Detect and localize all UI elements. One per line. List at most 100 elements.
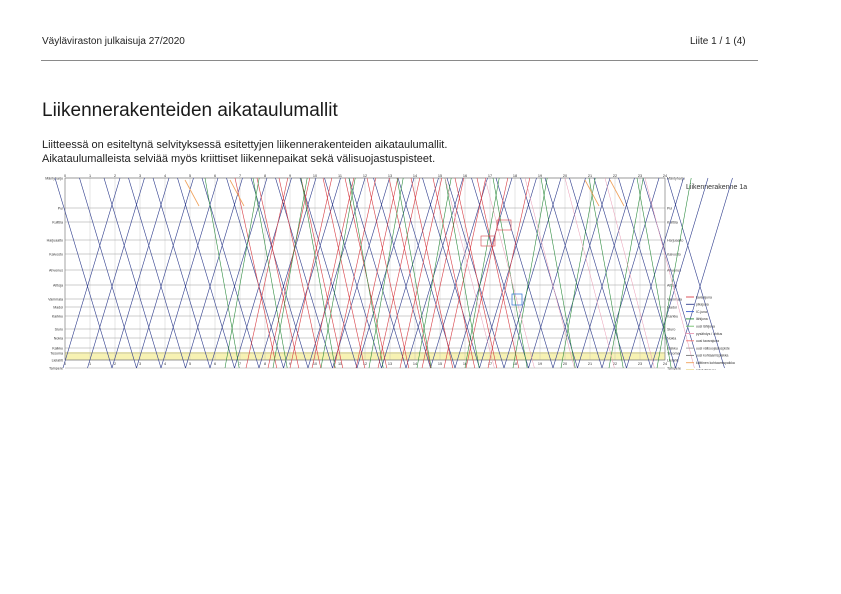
train-path-blue	[422, 177, 480, 369]
station-label-left: Vammala	[48, 298, 63, 302]
train-path-green	[464, 177, 500, 369]
train-path-blue	[503, 177, 562, 369]
hour-label-top: 8	[264, 174, 266, 178]
train-path-blue	[234, 177, 292, 369]
train-path-blue	[618, 177, 676, 369]
hour-label-bottom: 11	[338, 362, 342, 366]
train-path-red	[344, 177, 388, 369]
train-path-blue	[185, 177, 243, 369]
train-path-green	[300, 177, 336, 369]
hour-label-top: 10	[313, 174, 317, 178]
hour-label-bottom: 5	[189, 362, 191, 366]
hour-label-top: 13	[388, 174, 392, 178]
train-path-red	[278, 177, 322, 369]
train-path-blue	[348, 177, 407, 369]
station-label-left: Siuro	[55, 328, 63, 332]
train-path-red	[421, 177, 465, 369]
station-label-left: Lielahti	[52, 359, 64, 363]
train-path-blue	[332, 177, 390, 369]
station-label-left: Harjuaalto	[47, 239, 63, 243]
train-path-green	[636, 177, 672, 369]
hour-label-bottom: 23	[638, 362, 642, 366]
legend-label: uusi tavarajuna	[696, 339, 719, 343]
hour-label-bottom: 18	[513, 362, 517, 366]
station-label-right: Madoi	[667, 306, 677, 310]
legend-label: ratatyöikkuna	[696, 368, 716, 370]
legend-label: pysähdys / ohitus	[696, 332, 723, 336]
station-label-left: Tesoma	[50, 352, 63, 356]
train-path-blue	[103, 177, 162, 369]
train-path-green	[272, 177, 308, 369]
station-label-right: Kalkku	[667, 347, 678, 351]
train-path-blue	[87, 177, 145, 369]
train-path-pink	[604, 177, 655, 369]
train-path-blue	[405, 177, 464, 369]
hour-label-bottom: 3	[139, 362, 141, 366]
hour-label-top: 5	[189, 174, 191, 178]
station-label-left: Kuittila	[52, 221, 63, 225]
train-path-blue	[471, 177, 529, 369]
station-label-right: Karkku	[667, 315, 678, 319]
legend-label: tavarajuna	[696, 295, 712, 299]
hour-label-top: 2	[114, 174, 116, 178]
train-path-blue	[675, 177, 733, 369]
hour-label-bottom: 16	[463, 362, 467, 366]
train-path-red	[234, 177, 278, 369]
train-path-green	[608, 177, 644, 369]
train-path-blue	[552, 177, 611, 369]
hour-label-top: 4	[164, 174, 166, 178]
highlight-box-blue	[511, 293, 523, 306]
intro-text: Liitteessä on esiteltynä selvityksessä e…	[42, 139, 447, 166]
hour-label-top: 12	[363, 174, 367, 178]
train-path-red	[388, 177, 432, 369]
train-path-red	[366, 177, 410, 369]
hour-label-top: 1	[89, 174, 91, 178]
train-path-blue	[54, 177, 113, 369]
train-path-blue	[62, 177, 121, 369]
page-reference: Liite 1 / 1 (4)	[690, 36, 746, 47]
station-label-left: Tampere	[49, 367, 63, 371]
legend-label: uusi kohtaamispaikka	[696, 354, 729, 358]
train-path-red	[432, 177, 476, 369]
publication-name: Väyläviraston julkaisuja 27/2020	[42, 36, 185, 47]
train-path-blue	[136, 177, 194, 369]
train-path-red	[476, 177, 520, 369]
station-label-right: Ahvenus	[667, 269, 681, 273]
hour-label-bottom: 22	[613, 362, 617, 366]
timetable-graph: Mäntyharju Mäntyharju Pui Pui Kuittila Kuitti…	[45, 174, 735, 371]
intro-line-2: Aikataulumalleista selviää myös kriittis…	[42, 152, 436, 165]
hour-label-top: 24	[663, 174, 667, 178]
page-title: Liikennerakenteiden aikataulumallit	[42, 100, 338, 121]
train-path-blue	[283, 177, 341, 369]
hour-label-bottom: 7	[239, 362, 241, 366]
intro-line-1: Liitteessä on esiteltynä selvityksessä e…	[42, 139, 448, 151]
hour-label-top: 21	[588, 174, 592, 178]
train-path-blue	[430, 177, 488, 369]
train-path-blue	[446, 177, 505, 369]
station-label-left: Kaivosto	[49, 253, 63, 257]
train-path-red	[487, 177, 531, 369]
station-label-right: Kuittila	[667, 221, 678, 225]
train-path-blue	[373, 177, 431, 369]
train-path-red	[300, 177, 344, 369]
legend-label: pikajuna	[696, 303, 709, 307]
hour-label-top: 19	[538, 174, 542, 178]
train-path-green	[512, 177, 548, 369]
train-path-green	[204, 177, 240, 369]
train-path-red	[443, 177, 487, 369]
train-path-green	[492, 177, 528, 369]
train-path-blue	[356, 177, 415, 369]
train-path-green	[560, 177, 596, 369]
train-path-blue	[275, 177, 333, 369]
train-path-blue	[593, 177, 652, 369]
train-path-green	[320, 177, 356, 369]
station-label-left: Madoi	[53, 306, 63, 310]
hour-label-top: 16	[463, 174, 467, 178]
hour-label-bottom: 14	[413, 362, 417, 366]
train-path-blue	[667, 177, 725, 369]
train-path-blue	[79, 177, 137, 369]
train-path-blue	[601, 177, 660, 369]
train-path-green	[656, 177, 692, 369]
critical-section-line	[584, 179, 600, 207]
train-path-green	[540, 177, 576, 369]
